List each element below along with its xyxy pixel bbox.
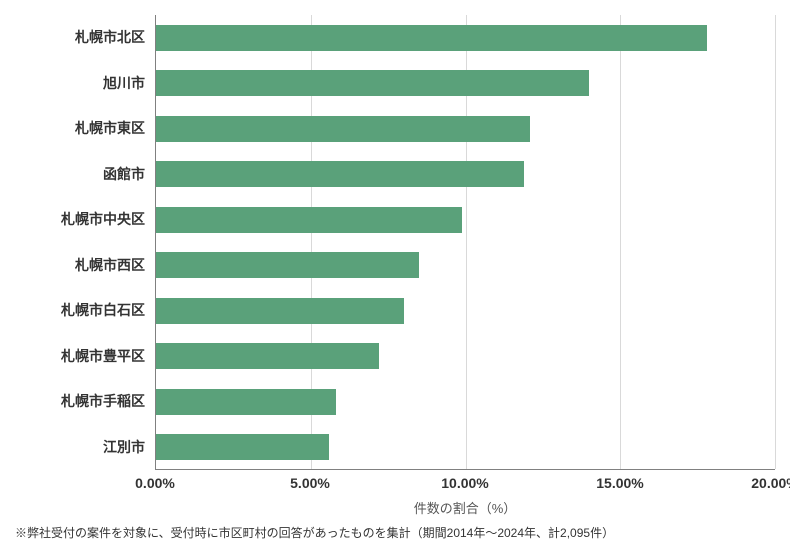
bar-row xyxy=(156,15,775,61)
bar xyxy=(156,161,524,187)
y-axis-labels: 札幌市北区 旭川市 札幌市東区 函館市 札幌市中央区 札幌市西区 札幌市白石区 … xyxy=(10,15,150,470)
x-axis-labels: 0.00% 5.00% 10.00% 15.00% 20.00% xyxy=(155,475,775,495)
x-tick-label: 20.00% xyxy=(751,475,790,491)
y-label: 札幌市手稲区 xyxy=(10,379,145,425)
bar-row xyxy=(156,288,775,334)
bar-row xyxy=(156,334,775,380)
bar xyxy=(156,389,336,415)
bar xyxy=(156,434,329,460)
y-label: 札幌市豊平区 xyxy=(10,334,145,380)
y-label: 札幌市西区 xyxy=(10,243,145,289)
bar-row xyxy=(156,61,775,107)
x-tick-label: 15.00% xyxy=(596,475,643,491)
bar xyxy=(156,25,707,51)
bar xyxy=(156,70,589,96)
bar-row xyxy=(156,243,775,289)
bars-group xyxy=(156,15,775,469)
y-label: 札幌市北区 xyxy=(10,15,145,61)
bar xyxy=(156,252,419,278)
plot-area xyxy=(155,15,775,470)
bar xyxy=(156,116,530,142)
bar-row xyxy=(156,152,775,198)
bar-row xyxy=(156,425,775,471)
bar xyxy=(156,207,462,233)
y-label: 函館市 xyxy=(10,152,145,198)
gridline xyxy=(775,15,776,469)
y-label: 札幌市中央区 xyxy=(10,197,145,243)
bar-row xyxy=(156,106,775,152)
chart-container: 札幌市北区 旭川市 札幌市東区 函館市 札幌市中央区 札幌市西区 札幌市白石区 … xyxy=(10,10,780,505)
y-label: 札幌市白石区 xyxy=(10,288,145,334)
x-tick-label: 0.00% xyxy=(135,475,175,491)
x-tick-label: 5.00% xyxy=(290,475,330,491)
y-label: 札幌市東区 xyxy=(10,106,145,152)
y-label: 江別市 xyxy=(10,425,145,471)
y-label: 旭川市 xyxy=(10,61,145,107)
x-tick-label: 10.00% xyxy=(441,475,488,491)
bar-row xyxy=(156,379,775,425)
bar xyxy=(156,298,404,324)
bar-row xyxy=(156,197,775,243)
footnote: ※弊社受付の案件を対象に、受付時に市区町村の回答があったものを集計（期間2014… xyxy=(15,524,614,541)
bar xyxy=(156,343,379,369)
x-axis-title: 件数の割合（%） xyxy=(155,498,775,517)
